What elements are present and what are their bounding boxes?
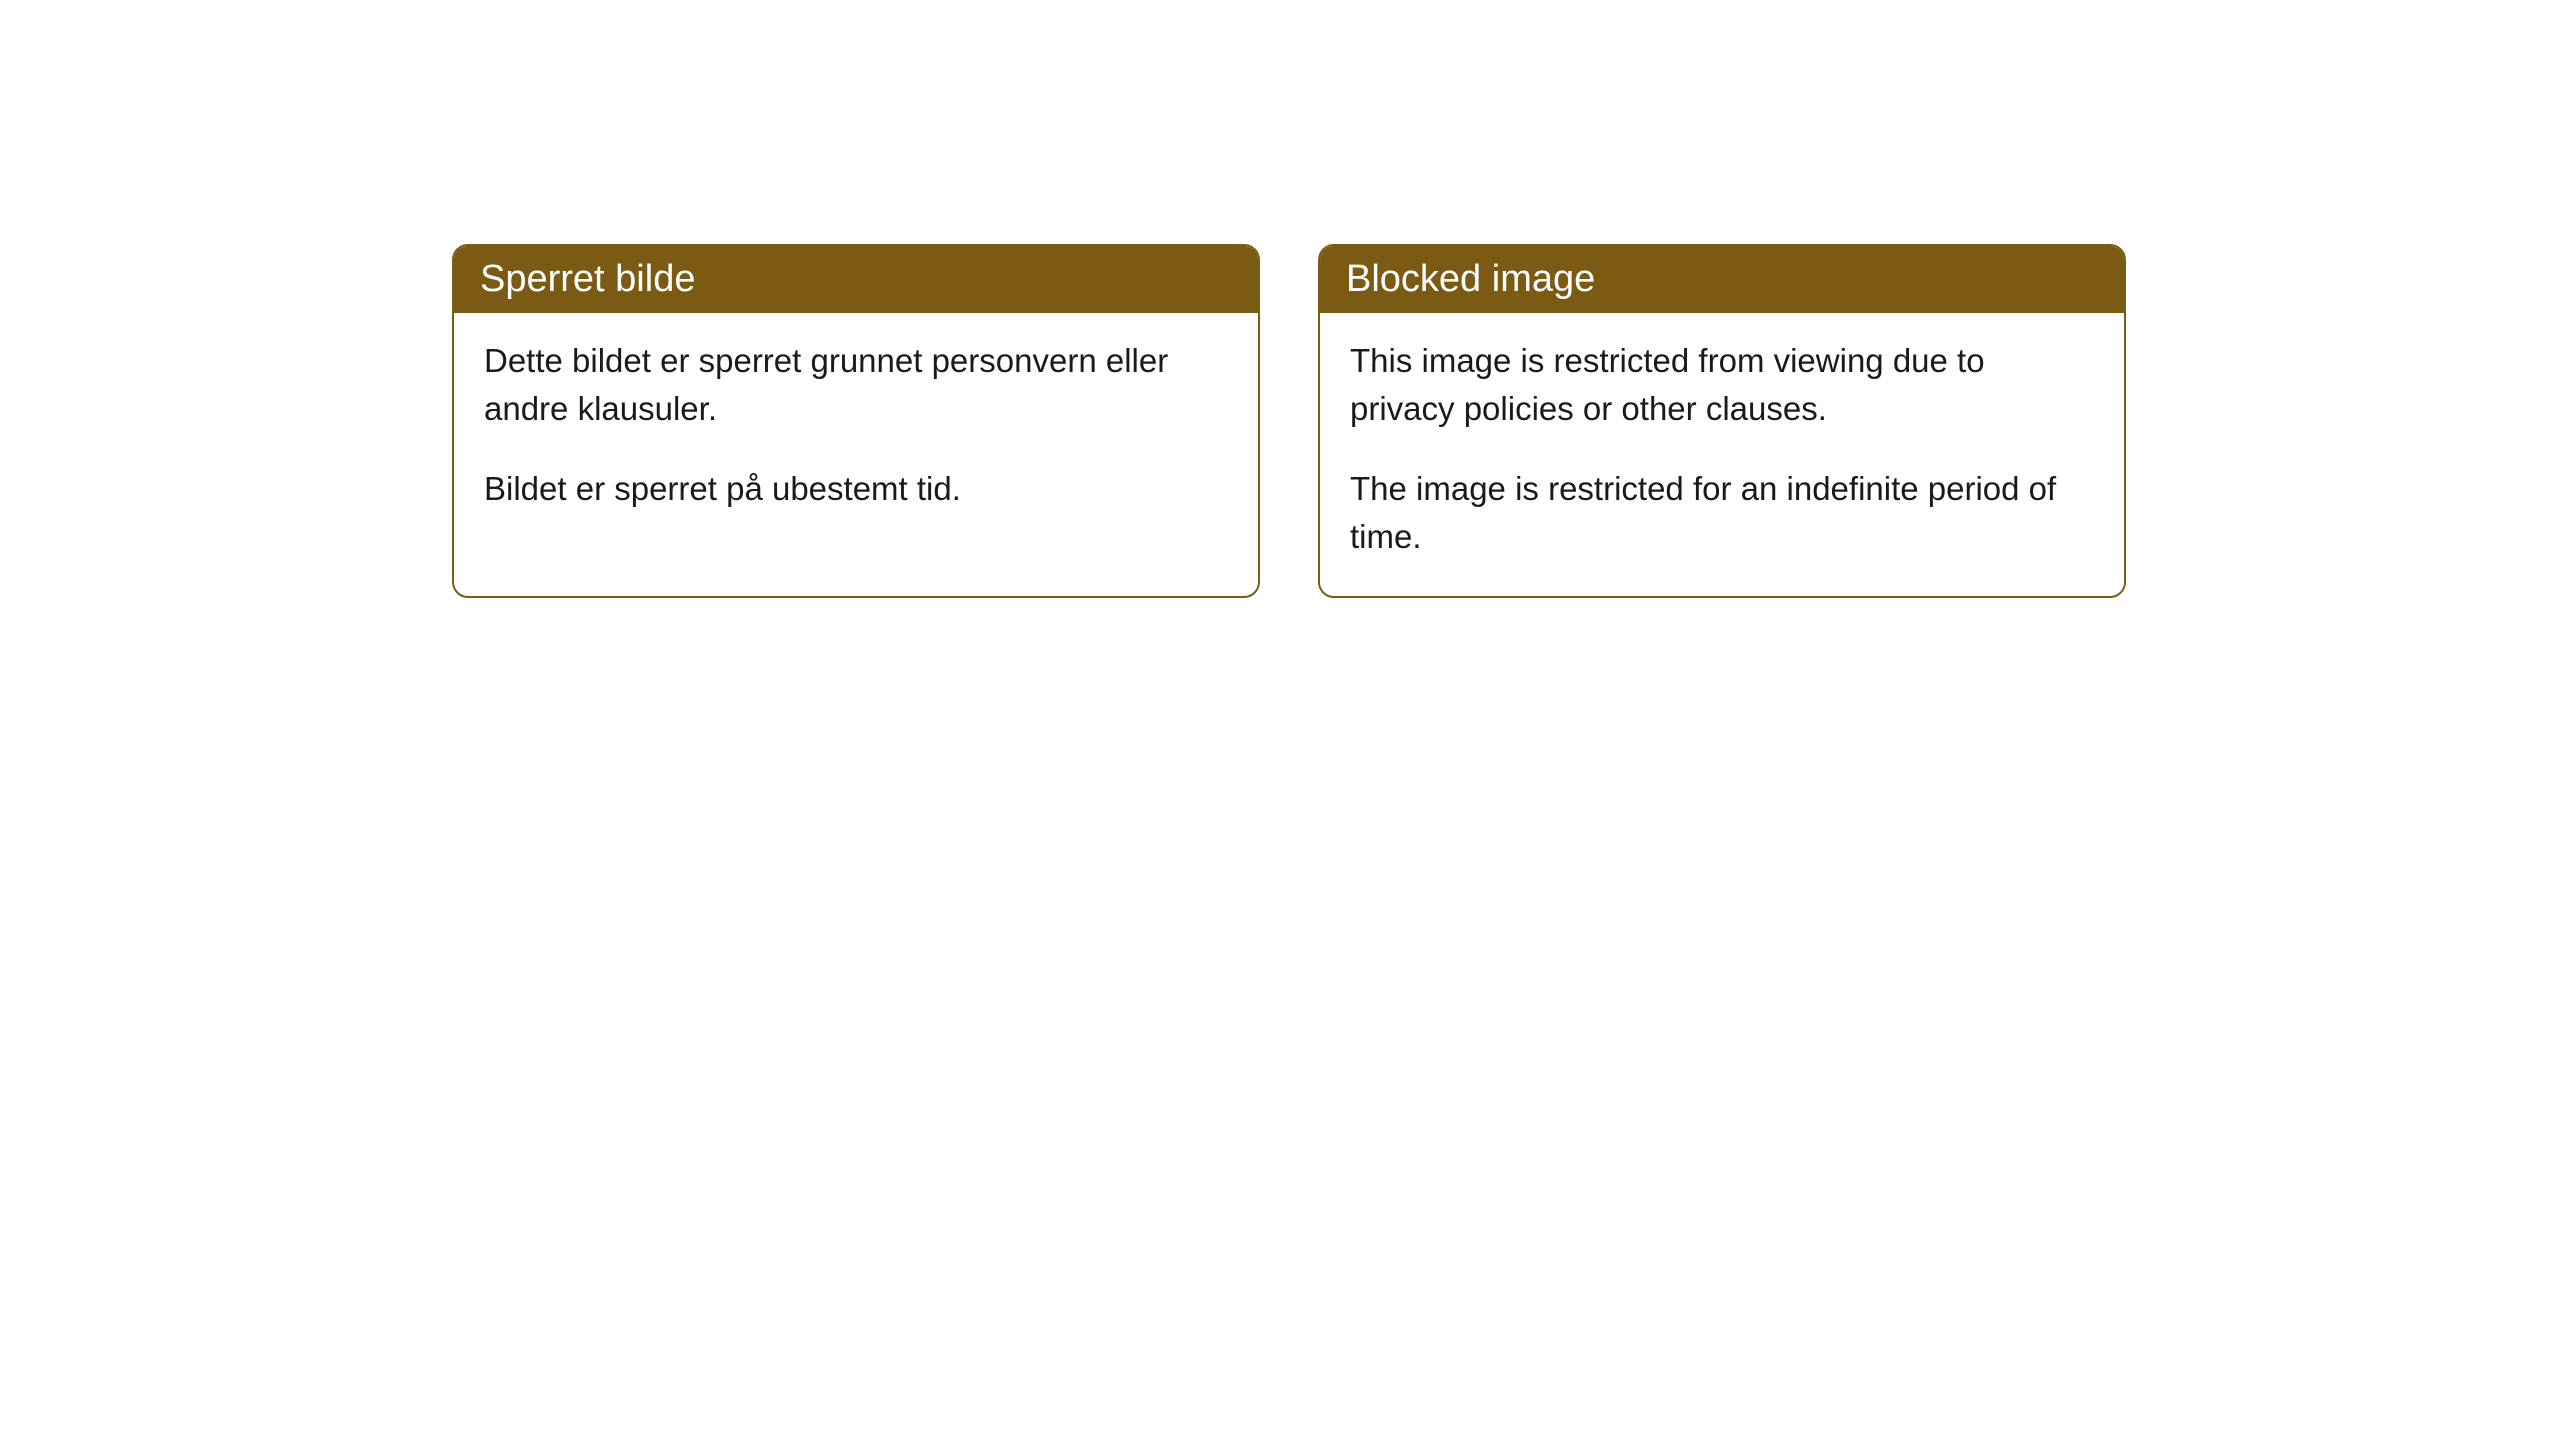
card-header-norwegian: Sperret bilde (454, 246, 1258, 313)
notice-cards-container: Sperret bilde Dette bildet er sperret gr… (452, 244, 2126, 598)
card-body-english: This image is restricted from viewing du… (1320, 313, 2124, 596)
card-title-norwegian: Sperret bilde (480, 258, 695, 300)
card-header-english: Blocked image (1320, 246, 2124, 313)
card-paragraph-1-norwegian: Dette bildet er sperret grunnet personve… (484, 337, 1228, 433)
card-paragraph-1-english: This image is restricted from viewing du… (1350, 337, 2094, 433)
blocked-image-card-norwegian: Sperret bilde Dette bildet er sperret gr… (452, 244, 1260, 598)
card-paragraph-2-norwegian: Bildet er sperret på ubestemt tid. (484, 465, 1228, 513)
card-title-english: Blocked image (1346, 258, 1595, 300)
card-paragraph-2-english: The image is restricted for an indefinit… (1350, 465, 2094, 561)
blocked-image-card-english: Blocked image This image is restricted f… (1318, 244, 2126, 598)
card-body-norwegian: Dette bildet er sperret grunnet personve… (454, 313, 1258, 549)
